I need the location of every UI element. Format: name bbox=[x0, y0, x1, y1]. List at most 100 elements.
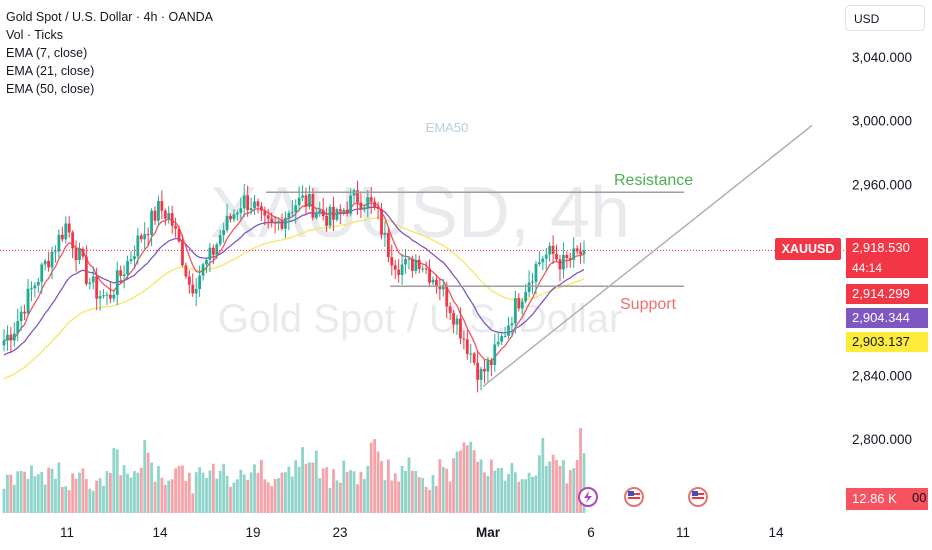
volume-bar bbox=[225, 475, 229, 513]
candle bbox=[177, 225, 181, 243]
ema21-price-tag: 2,904.344 bbox=[846, 308, 928, 328]
volume-bar bbox=[311, 462, 315, 513]
legend-title[interactable]: Gold Spot / U.S. Dollar · 4h · OANDA bbox=[6, 10, 214, 24]
candle bbox=[483, 359, 486, 384]
lightning-event-icon[interactable] bbox=[578, 487, 598, 507]
currency-button[interactable]: USD bbox=[845, 5, 925, 31]
candle bbox=[369, 187, 373, 215]
volume-bar bbox=[383, 480, 387, 513]
candle bbox=[23, 304, 26, 320]
volume-bar bbox=[524, 479, 528, 513]
candle bbox=[507, 316, 510, 339]
candle bbox=[318, 201, 322, 217]
candle bbox=[67, 216, 71, 238]
time-axis[interactable]: 11 14 19 23 Mar 6 11 14 bbox=[60, 525, 784, 540]
candle bbox=[376, 201, 380, 220]
candle bbox=[242, 183, 246, 218]
candle bbox=[558, 254, 562, 282]
candle bbox=[181, 234, 184, 267]
legend-ema21[interactable]: EMA (21, close) bbox=[6, 64, 95, 78]
last-price-tag: 2,918.530 bbox=[846, 238, 928, 258]
time-axis-tick: 19 bbox=[245, 525, 260, 540]
us-flag-event-icon[interactable] bbox=[688, 487, 708, 507]
volume-bar bbox=[287, 466, 291, 513]
volume-bar bbox=[174, 468, 177, 513]
volume-bar bbox=[318, 478, 322, 513]
volume-bar bbox=[579, 427, 582, 513]
volume-bar bbox=[273, 479, 277, 513]
volume-bar bbox=[390, 480, 394, 513]
candle bbox=[256, 198, 260, 214]
volume-bar bbox=[71, 473, 75, 513]
candle bbox=[390, 244, 394, 276]
candle bbox=[170, 205, 174, 234]
candle bbox=[500, 332, 504, 345]
volume-bar bbox=[380, 461, 383, 513]
volume-bar bbox=[277, 478, 280, 513]
volume-tag: 12.86 K bbox=[846, 488, 928, 510]
candle bbox=[259, 202, 263, 221]
volume-bar bbox=[256, 472, 260, 513]
legend-ema50[interactable]: EMA (50, close) bbox=[6, 82, 95, 96]
volume-bar bbox=[160, 477, 164, 513]
candle bbox=[19, 305, 23, 332]
candle bbox=[479, 366, 483, 391]
candle bbox=[325, 207, 329, 232]
volume-bar bbox=[500, 467, 504, 513]
candle bbox=[541, 255, 545, 271]
volume-bar bbox=[551, 454, 555, 513]
candle bbox=[448, 302, 452, 320]
volume-bar bbox=[60, 486, 64, 513]
candle bbox=[411, 255, 414, 278]
volume-bar bbox=[513, 472, 517, 513]
candle bbox=[167, 206, 171, 224]
candle bbox=[404, 249, 407, 274]
volume-bar bbox=[146, 452, 150, 513]
candle bbox=[74, 240, 78, 272]
candle bbox=[211, 244, 215, 264]
candle bbox=[201, 262, 205, 281]
volume-bar bbox=[57, 462, 61, 513]
candle bbox=[308, 185, 311, 210]
candle bbox=[133, 245, 136, 270]
volume-bar bbox=[208, 470, 212, 513]
volume-bar bbox=[26, 479, 30, 513]
legend-ema7[interactable]: EMA (7, close) bbox=[6, 46, 88, 60]
candle bbox=[273, 216, 277, 234]
drawings[interactable] bbox=[266, 124, 813, 388]
volume-bar bbox=[507, 474, 510, 513]
candle bbox=[33, 282, 37, 298]
candle bbox=[417, 255, 421, 274]
us-flag-event-icon[interactable] bbox=[624, 487, 644, 507]
candle bbox=[78, 242, 81, 265]
candle bbox=[91, 266, 95, 290]
bar-countdown: 44:14 bbox=[846, 258, 928, 278]
volume-bar bbox=[78, 472, 81, 513]
volume-bar bbox=[472, 450, 476, 513]
price-axis[interactable]: 3,040.000 3,000.000 2,960.000 2,840.000 2,80… bbox=[852, 50, 912, 447]
candle bbox=[582, 240, 586, 264]
candle bbox=[335, 207, 339, 222]
time-axis-tick: 6 bbox=[587, 525, 595, 540]
support-label: Support bbox=[620, 296, 677, 313]
volume-bar bbox=[520, 479, 524, 513]
volume-bar bbox=[105, 471, 109, 513]
candle bbox=[43, 258, 47, 271]
candle bbox=[9, 327, 13, 354]
candle bbox=[191, 273, 195, 297]
volume-bar bbox=[424, 486, 428, 513]
volume-bar bbox=[459, 450, 462, 513]
candle bbox=[163, 208, 167, 226]
time-axis-tick: Mar bbox=[476, 525, 501, 540]
legend-volume[interactable]: Vol · Ticks bbox=[6, 28, 63, 42]
ema21-line bbox=[3, 206, 585, 356]
volume-bar bbox=[493, 470, 497, 513]
volume-bar bbox=[119, 475, 123, 513]
volume-bar bbox=[294, 460, 298, 513]
volume-bar bbox=[386, 459, 390, 513]
volume-bar bbox=[558, 465, 562, 513]
volume-bar bbox=[465, 445, 469, 513]
symbol-price-tag: XAUUSD bbox=[775, 238, 841, 260]
ascending-trendline[interactable] bbox=[482, 124, 813, 388]
